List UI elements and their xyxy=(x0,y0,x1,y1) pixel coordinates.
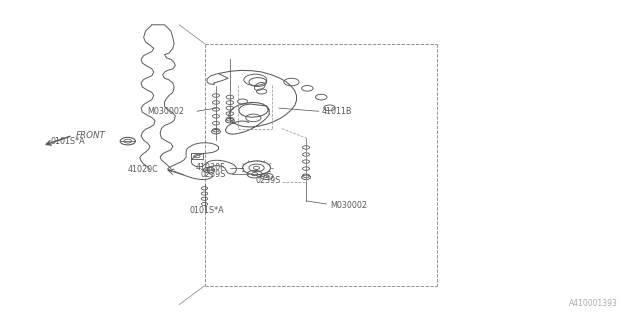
Text: M030002: M030002 xyxy=(330,201,367,210)
Text: 0239S: 0239S xyxy=(255,176,281,185)
Text: 0101S*A: 0101S*A xyxy=(190,206,225,215)
Text: FRONT: FRONT xyxy=(76,131,106,140)
Text: 41020C: 41020C xyxy=(127,165,158,174)
Text: M030002: M030002 xyxy=(147,107,184,116)
Text: A410001393: A410001393 xyxy=(570,299,618,308)
Text: 41020F: 41020F xyxy=(195,164,225,172)
Text: 0239S: 0239S xyxy=(201,170,226,179)
Text: 41011B: 41011B xyxy=(321,107,352,116)
Text: 0101S*A: 0101S*A xyxy=(51,137,85,146)
